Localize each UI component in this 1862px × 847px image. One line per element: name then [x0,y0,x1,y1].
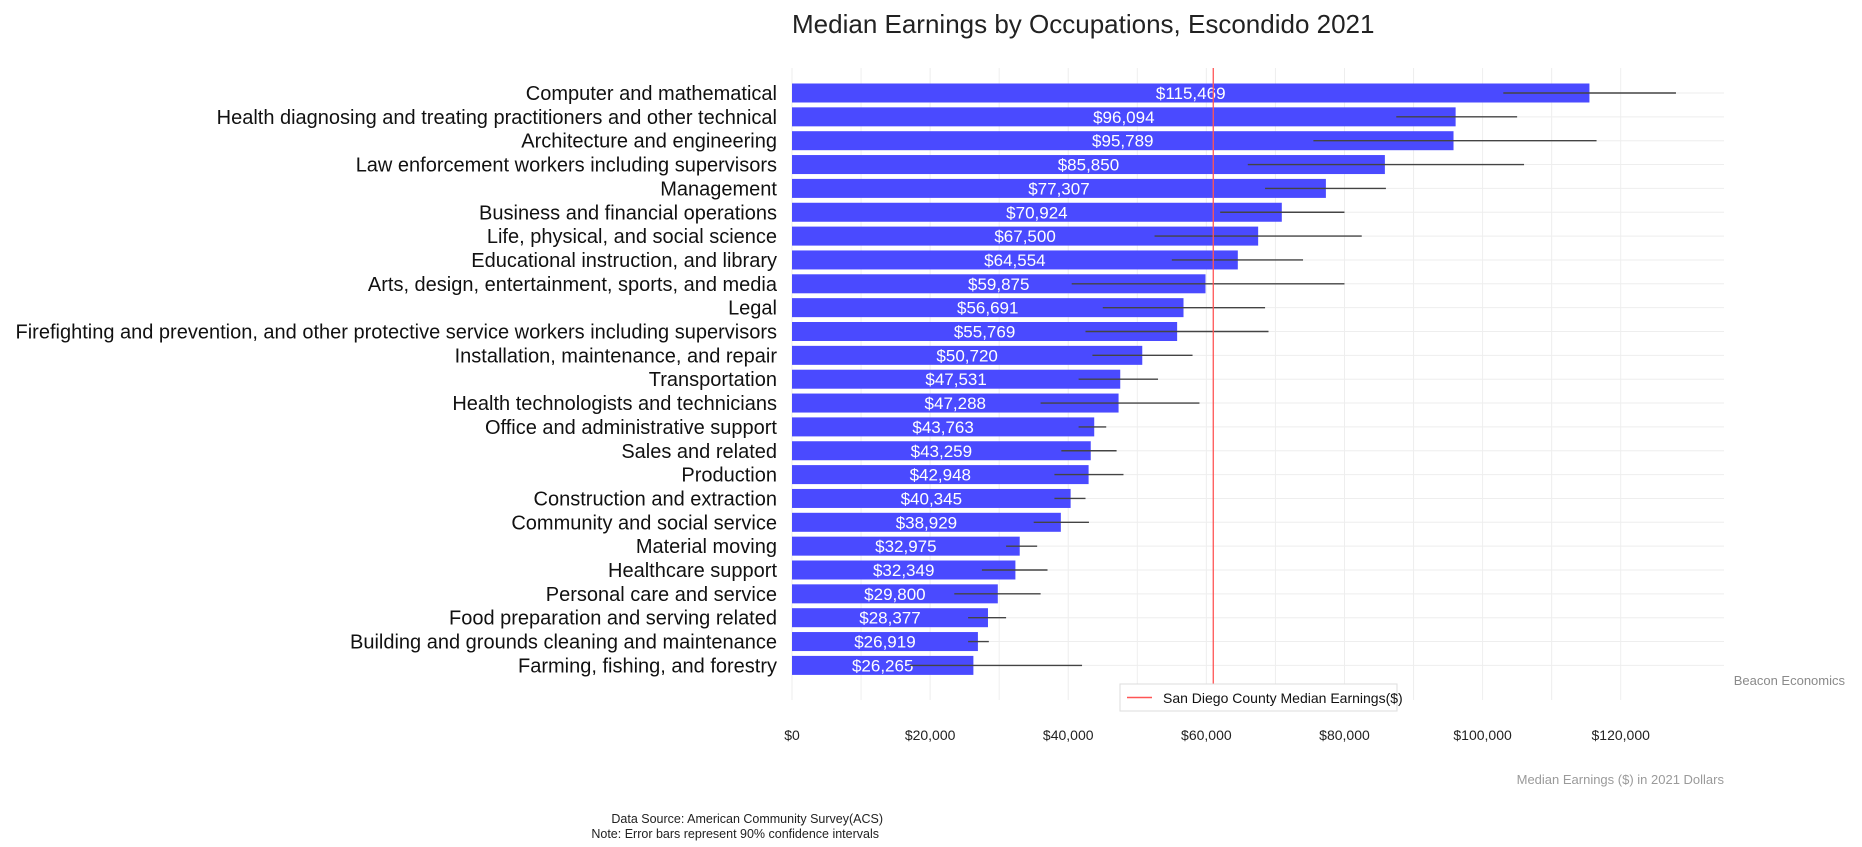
bar-value-label: $28,377 [859,609,920,628]
bar-value-label: $59,875 [968,275,1029,294]
bar [792,226,1259,246]
bar-value-label: $64,554 [984,251,1045,270]
category-label: Community and social service [511,512,777,534]
x-tick-label: $80,000 [1319,727,1370,743]
bar [792,465,1089,485]
bar-value-label: $29,800 [864,585,925,604]
x-tick-label: $20,000 [905,727,956,743]
bar [792,131,1454,151]
bar [792,512,1061,532]
x-axis-ticks: $0 $20,000 $40,000 $60,000 $80,000 $100,000 $1… [784,727,1650,743]
bar-value-label: $55,769 [954,323,1015,342]
bar-value-label: $67,500 [994,227,1055,246]
bar-value-label: $32,975 [875,537,936,556]
bar [792,274,1206,294]
category-label: Arts, design, entertainment, sports, and… [368,274,778,296]
chart-title: Median Earnings by Occupations, Escondid… [792,9,1374,39]
x-axis-label: Median Earnings ($) in 2021 Dollars [1517,772,1725,787]
category-label: Farming, fishing, and forestry [518,655,777,677]
legend-label: San Diego County Median Earnings($) [1163,690,1403,706]
category-label: Building and grounds cleaning and mainte… [350,632,777,654]
bar-value-label: $56,691 [957,299,1018,318]
bar [792,369,1121,389]
bar [792,202,1282,222]
bar-value-label: $43,259 [911,442,972,461]
x-tick-label: $120,000 [1592,727,1651,743]
category-label: Office and administrative support [485,417,777,439]
bar-value-label: $50,720 [936,346,997,365]
bar-value-label: $43,763 [912,418,973,437]
bar [792,345,1143,365]
category-label: Installation, maintenance, and repair [455,345,778,367]
bar [792,632,978,652]
bar [792,608,988,628]
bar [792,322,1178,341]
caption-note: Note: Error bars represent 90% confidenc… [591,827,879,841]
bars [792,83,1590,675]
category-label: Educational instruction, and library [471,250,777,272]
category-label: Personal care and service [546,584,777,606]
bar [792,250,1238,270]
legend: San Diego County Median Earnings($) [1119,683,1403,712]
error-bars [909,92,1676,667]
category-label: Life, physical, and social science [487,226,777,248]
category-label: Production [681,465,777,487]
category-label: Healthcare support [608,560,777,582]
category-label: Sales and related [621,441,777,463]
bar-value-label: $95,789 [1092,132,1153,151]
bar-value-label: $26,265 [852,656,913,675]
category-label: Material moving [636,536,777,558]
bar-value-label: $77,307 [1028,179,1089,198]
bar-value-label: $32,349 [873,561,934,580]
value-labels: $115,469$96,094 $95,789 $85,850 $77,307 $70,… [852,84,1226,675]
category-label: Computer and mathematical [526,83,777,105]
caption-source: Data Source: American Community Survey(A… [611,812,883,826]
bar [792,393,1119,413]
category-label: Food preparation and serving related [449,608,777,630]
bar [792,560,1016,580]
bar [792,298,1184,318]
category-label: Firefighting and prevention, and other p… [16,322,778,344]
bar [792,107,1456,127]
category-label: Legal [728,298,777,320]
bar-value-label: $47,288 [925,394,986,413]
bar-value-label: $115,469 [1156,84,1226,103]
bar-value-label: $38,929 [896,513,957,532]
category-label: Construction and extraction [534,488,777,510]
bar [792,178,1326,198]
x-tick-label: $100,000 [1453,727,1512,743]
legend-box [1119,683,1398,712]
category-label: Health diagnosing and treating practitio… [217,107,777,129]
category-label: Law enforcement workers including superv… [356,155,777,177]
x-tick-label: $0 [784,727,800,743]
bar [792,83,1590,103]
x-tick-label: $60,000 [1181,727,1232,743]
bar-value-label: $47,531 [925,370,986,389]
bar-value-label: $42,948 [910,466,971,485]
category-label: Health technologists and technicians [452,393,777,415]
category-label: Transportation [649,369,777,391]
bar-value-label: $40,345 [901,489,962,508]
bar-value-label: $70,924 [1006,203,1067,222]
bar [792,417,1095,437]
bar [792,441,1091,461]
credit-text: Beacon Economics [1734,673,1846,688]
bar-value-label: $26,919 [854,633,915,652]
bar [792,584,998,604]
bar [792,655,974,675]
bar-value-label: $85,850 [1058,156,1119,175]
bar [792,155,1385,175]
bar [792,536,1020,556]
bar [792,488,1071,508]
bar-value-label: $96,094 [1093,108,1154,127]
category-label: Management [660,178,777,200]
category-label: Architecture and engineering [521,131,777,153]
x-tick-label: $40,000 [1043,727,1094,743]
category-label: Business and financial operations [479,202,777,224]
